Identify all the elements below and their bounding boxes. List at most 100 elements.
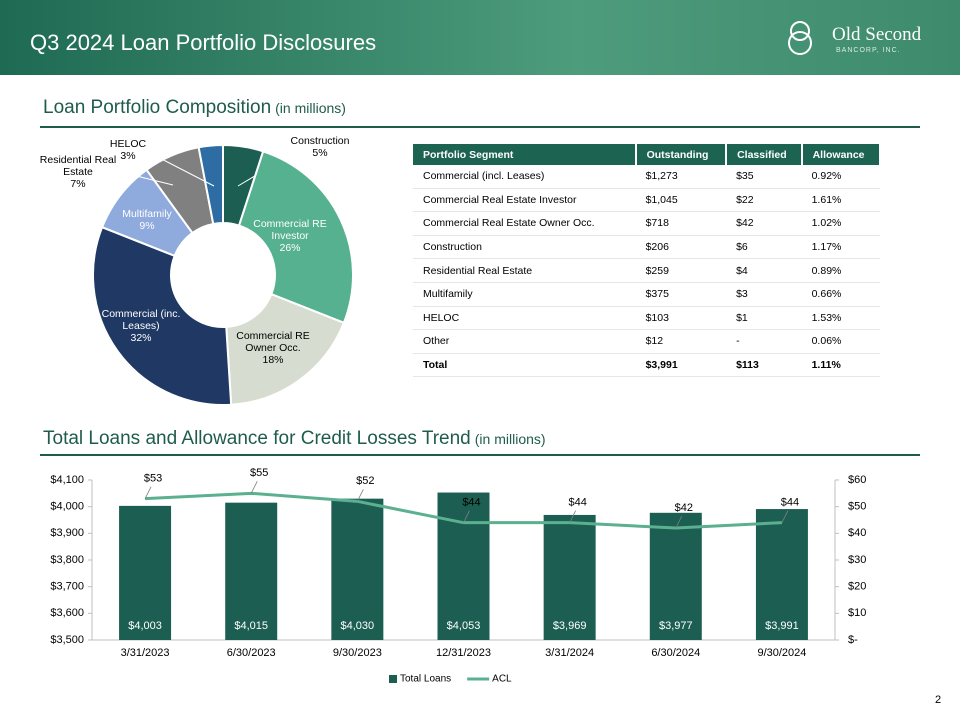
table-cell: $4: [726, 258, 802, 283]
bar: [225, 502, 278, 640]
table-cell: 0.06%: [801, 329, 880, 354]
table-cell: Commercial (incl. Leases): [413, 165, 636, 189]
x-tick-label: 6/30/2024: [651, 647, 700, 659]
pie-slice: [197, 143, 224, 226]
section-title-text: Total Loans and Allowance for Credit Los…: [43, 428, 471, 449]
x-tick-label: 6/30/2023: [227, 647, 276, 659]
slice-name: HELOC: [109, 138, 147, 150]
table-cell: 1.53%: [801, 306, 880, 331]
bar-label: $4,030: [341, 620, 375, 632]
table-row: Residential Real Estate $259 $4 0.89%: [413, 258, 880, 283]
table-row: Total $3,991 $113 1.11%: [413, 353, 880, 378]
table-cell: 1.02%: [801, 211, 880, 236]
table-cell: $3: [726, 282, 802, 307]
legend-label: ACL: [492, 674, 512, 685]
y2-tick-label: $20: [848, 581, 866, 593]
bar: [543, 514, 596, 640]
table-cell: $22: [726, 188, 802, 213]
table-cell: -: [726, 329, 802, 354]
table-cell: Other: [413, 329, 636, 354]
section-rule: [40, 454, 920, 456]
table-cell: Commercial Real Estate Owner Occ.: [413, 211, 636, 236]
y2-tick-label: $10: [848, 607, 866, 619]
section-title-text: Loan Portfolio Composition: [43, 97, 272, 118]
table-row: Construction $206 $6 1.17%: [413, 235, 880, 260]
table-cell: Commercial Real Estate Investor: [413, 188, 636, 213]
logo-subtext: BANCORP, INC.: [836, 47, 901, 54]
slide-title: Q3 2024 Loan Portfolio Disclosures: [30, 30, 377, 55]
column-header: Outstanding: [635, 144, 728, 165]
slice-name: Commercial (inc. Leases): [101, 308, 181, 332]
table-cell: $3,991: [635, 353, 727, 378]
table-cell: $1,045: [635, 188, 727, 213]
slice-name: Multifamily: [122, 208, 172, 220]
slice-value: 7%: [70, 178, 86, 190]
line-label: $55: [250, 467, 268, 479]
y-tick-label: $4,100: [50, 474, 84, 486]
line-label: $52: [356, 475, 374, 487]
slice-value: 9%: [139, 220, 155, 232]
table-cell: $113: [726, 353, 802, 378]
x-tick-label: 9/30/2024: [757, 647, 806, 659]
table-cell: $103: [635, 306, 727, 331]
section-rule: [40, 126, 920, 128]
bar: [755, 509, 808, 640]
table-row: Commercial Real Estate Investor $1,045 $22…: [413, 188, 880, 213]
table-cell: 0.66%: [801, 282, 880, 307]
y2-tick-label: $60: [848, 474, 866, 486]
slice-value: 5%: [312, 147, 328, 159]
table-cell: $6: [726, 235, 802, 260]
slice-value: 26%: [279, 242, 301, 254]
slice-label: Commercial RE Owner Occ. 18%: [225, 330, 321, 366]
line-label: $44: [462, 497, 480, 509]
bar: [119, 505, 172, 640]
table-cell: $259: [635, 258, 727, 283]
line-label: $44: [781, 497, 799, 509]
label-leader: [675, 515, 683, 529]
table-cell: $12: [635, 329, 727, 354]
table-cell: $1: [726, 306, 802, 331]
table-cell: $206: [635, 235, 727, 260]
line-series: [144, 491, 783, 530]
table-row: Other $12-0.06%: [413, 329, 880, 354]
pie-slice: [222, 143, 265, 227]
section-title: Loan Portfolio Composition (in millions): [43, 97, 346, 119]
y2-tick-label: $-: [848, 634, 858, 646]
section-title: Total Loans and Allowance for Credit Los…: [43, 428, 546, 450]
line-label: $44: [568, 497, 586, 509]
legend-label: Total Loans: [400, 674, 451, 685]
slice-name: Construction: [290, 135, 350, 147]
bar: [437, 492, 490, 640]
y-tick-label: $4,000: [50, 501, 84, 513]
y-tick-label: $3,900: [50, 527, 84, 539]
table-cell: Multifamily: [413, 282, 636, 307]
page-number: 2: [935, 694, 942, 706]
table-cell: 0.92%: [801, 165, 880, 189]
table-cell: Residential Real Estate: [413, 258, 636, 283]
portfolio-table: Portfolio Segment Outstanding Classified Al…: [413, 144, 882, 378]
header-band: Q3 2024 Loan Portfolio Disclosures Old S…: [0, 0, 960, 75]
slice-label: Commercial RE Investor 26%: [242, 218, 338, 254]
table-row: Multifamily $375 $3 0.66%: [413, 282, 880, 307]
y2-tick-label: $40: [848, 527, 866, 539]
slice-label: Multifamily 9%: [99, 208, 195, 232]
slice-label: Commercial (inc. Leases) 32%: [93, 308, 189, 344]
column-header: Allowance: [801, 144, 882, 165]
table-cell: HELOC: [413, 306, 636, 331]
slice-label: Residential Real Estate 7%: [30, 154, 126, 190]
y2-tick-label: $50: [848, 501, 866, 513]
table-cell: $718: [635, 211, 727, 236]
line-label: $53: [144, 473, 162, 485]
table-row: Commercial Real Estate Owner Occ. $718 $42…: [413, 211, 880, 236]
table-row: HELOC $103 $1 1.53%: [413, 306, 880, 331]
slice-name: Commercial RE Investor: [253, 218, 327, 242]
bar: [649, 512, 702, 640]
label-leader: [356, 489, 364, 502]
column-header: Classified: [726, 144, 803, 165]
table-cell: $42: [726, 211, 802, 236]
section-note: (in millions): [474, 431, 546, 447]
logo-mark: [788, 21, 812, 55]
label-leader: [569, 510, 577, 523]
x-tick-label: 3/31/2023: [121, 647, 170, 659]
table-cell: 1.61%: [801, 188, 880, 213]
